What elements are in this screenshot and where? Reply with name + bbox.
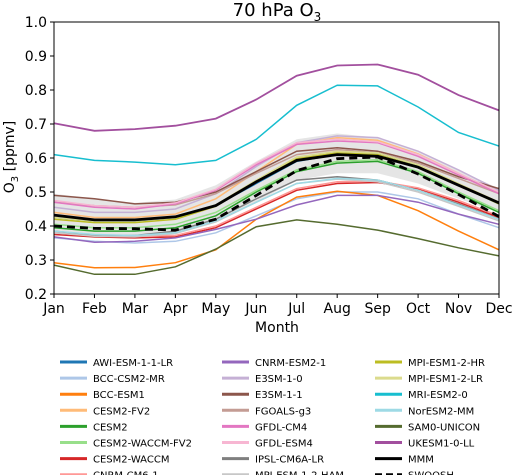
- x-tick-label-8: Sep: [364, 301, 391, 317]
- y-tick-label-2: 0.4: [25, 219, 47, 235]
- series-line-19: [53, 177, 500, 237]
- legend-label-21: UKESM1-0-LL: [408, 439, 475, 450]
- x-axis-label: Month: [255, 320, 299, 336]
- x-tick-label-5: Jun: [244, 301, 267, 317]
- y-tick-label-3: 0.5: [25, 185, 47, 201]
- series-line-21: [53, 63, 500, 132]
- legend-label-5: CESM2-WACCM-FV2: [93, 439, 192, 450]
- series-line-2: [53, 190, 500, 269]
- legend-label-18: MRI-ESM2-0: [408, 390, 468, 401]
- legend-label-17: MPI-ESM1-2-LR: [408, 374, 483, 385]
- legend-label-16: MPI-ESM1-2-HR: [408, 358, 485, 369]
- legend-label-14: IPSL-CM6A-LR: [255, 455, 324, 466]
- y-tick-label-0: 0.2: [25, 287, 47, 303]
- legend-label-8: CNRM-ESM2-1: [255, 358, 326, 369]
- legend-label-10: E3SM-1-1: [255, 390, 303, 401]
- x-tick-label-11: Dec: [485, 301, 512, 317]
- y-tick-label-7: 0.9: [25, 49, 47, 65]
- series-line-8: [53, 194, 500, 244]
- legend-label-12: GFDL-CM4: [255, 422, 307, 433]
- x-tick-label-4: May: [201, 301, 230, 317]
- legend-label-1: BCC-CSM2-MR: [93, 374, 165, 385]
- x-tick-label-10: Nov: [445, 301, 472, 317]
- legend-label-3: CESM2-FV2: [93, 406, 150, 417]
- legend-label-7: CNRM-CM6-1: [93, 471, 159, 475]
- legend-label-23: SWOOSH: [408, 471, 454, 475]
- x-tick-label-9: Oct: [406, 301, 431, 317]
- x-tick-label-6: Jul: [287, 301, 305, 317]
- series-line-10: [53, 147, 500, 205]
- series-line-6: [53, 181, 500, 239]
- y-tick-label-1: 0.3: [25, 253, 47, 269]
- legend-label-13: GFDL-ESM4: [255, 439, 313, 450]
- x-tick-label-2: Mar: [122, 301, 149, 317]
- legend-label-19: NorESM2-MM: [408, 406, 474, 417]
- chart-title: 70 hPa O3: [233, 0, 322, 24]
- legend-label-15: MPI-ESM-1-2-HAM: [255, 471, 344, 475]
- series-line-18: [53, 84, 500, 166]
- x-tick-label-1: Feb: [82, 301, 107, 317]
- y-tick-label-5: 0.7: [25, 117, 47, 133]
- series-lines: [53, 63, 500, 276]
- series-line-20: [53, 219, 500, 276]
- series-line-22: [53, 153, 500, 222]
- series-line-12: [53, 140, 500, 210]
- legend-label-11: FGOALS-g3: [255, 406, 311, 417]
- y-tick-label-6: 0.8: [25, 83, 47, 99]
- series-line-5: [53, 158, 500, 229]
- plot-area: [53, 21, 500, 295]
- y-tick-label-4: 0.6: [25, 151, 47, 167]
- y-tick-label-8: 1.0: [25, 15, 47, 31]
- legend-label-2: BCC-ESM1: [93, 390, 145, 401]
- y-axis-label: O3 [ppmv]: [2, 121, 21, 193]
- x-tick-label-7: Aug: [324, 301, 351, 317]
- series-line-23: [53, 155, 500, 232]
- x-tick-label-3: Apr: [163, 301, 187, 317]
- legend-label-9: E3SM-1-0: [255, 374, 303, 385]
- legend-label-22: MMM: [408, 455, 434, 466]
- legend-label-4: CESM2: [93, 422, 128, 433]
- series-line-13: [53, 138, 500, 209]
- x-tick-label-0: Jan: [42, 301, 65, 317]
- legend: AWI-ESM-1-1-LR BCC-CSM2-MR BCC-ESM1 CESM2-F…: [60, 358, 485, 475]
- y-axis: 0.2 0.3 0.4 0.5 0.6 0.7 0.8 0.9 1.0: [25, 15, 54, 303]
- legend-label-20: SAM0-UNICON: [408, 422, 480, 433]
- legend-label-0: AWI-ESM-1-1-LR: [93, 358, 173, 369]
- x-axis: Jan Feb Mar Apr May Jun Jul Aug Sep Oct Nov Dec: [42, 294, 513, 317]
- legend-label-6: CESM2-WACCM: [93, 455, 169, 466]
